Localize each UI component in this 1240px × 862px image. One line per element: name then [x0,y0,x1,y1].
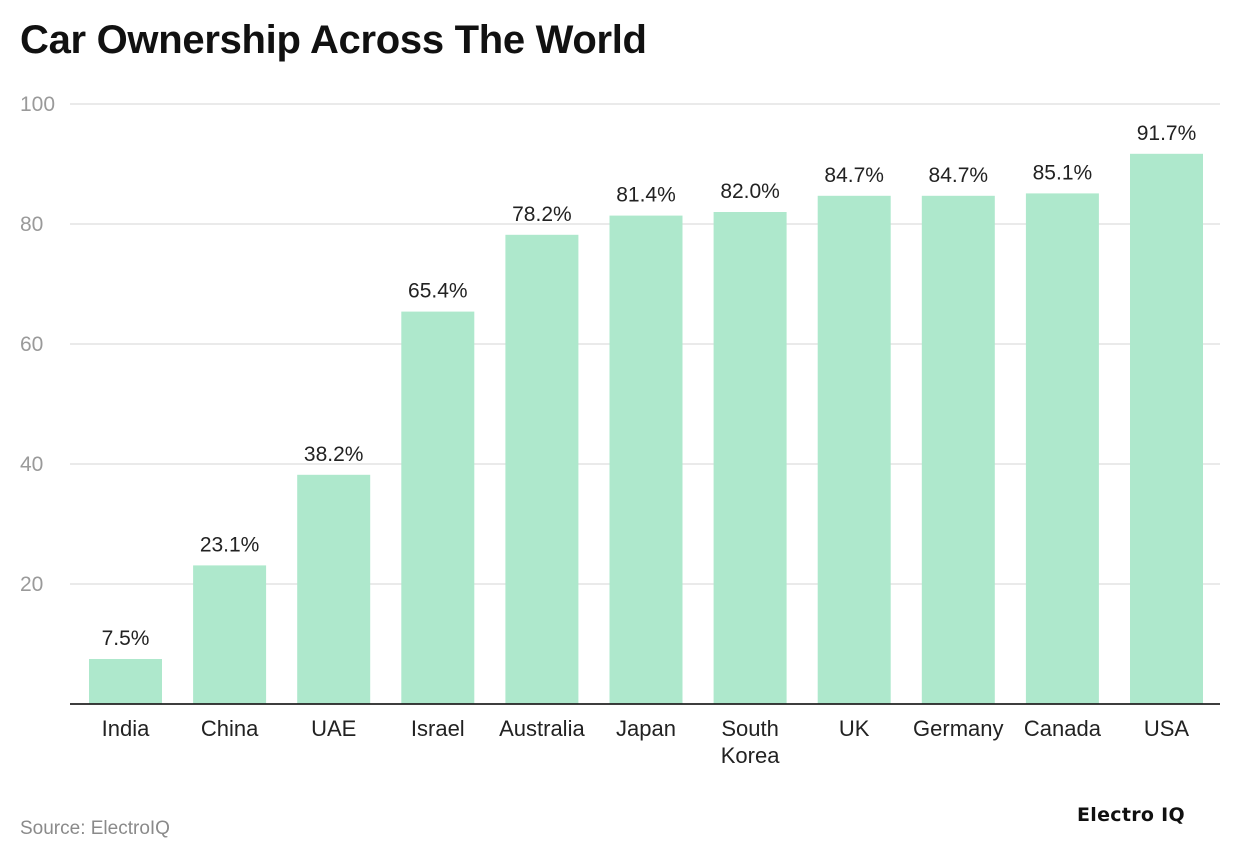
x-tick-label: Canada [1024,716,1102,741]
x-tick-label: UK [839,716,870,741]
x-tick-line: UK [839,716,870,741]
x-tick-line: UAE [311,716,356,741]
y-tick-label: 60 [20,333,43,356]
bar [505,234,579,705]
x-tick-label: India [102,716,150,741]
x-tick-line: China [201,716,259,741]
data-labels: 7.5% 23.1% 38.2% 65.4% 78.2% 81.4% 82.0% 84.7% 8… [102,122,1197,650]
x-tick-line: India [102,716,150,741]
y-tick-label: 40 [20,453,43,476]
data-label: 81.4% [616,184,676,207]
x-tick-label: Germany [913,716,1003,741]
x-tick-line: Israel [411,716,465,741]
data-label: 84.7% [824,164,884,187]
x-tick-line: Australia [499,716,585,741]
brand-logo: Electro IQ [1077,804,1185,826]
x-tick-label: Japan [616,716,676,741]
x-tick-label: China [201,716,259,741]
data-label: 84.7% [929,164,989,187]
bar [817,195,891,705]
y-tick-label: 80 [20,213,43,236]
bar [1025,193,1099,704]
x-tick-line: South [721,716,779,741]
x-tick-label: Israel [411,716,465,741]
y-tick-label: 100 [20,93,55,116]
data-label: 78.2% [512,203,572,226]
data-label: 65.4% [408,280,468,303]
source-note: Source: ElectroIQ [20,818,170,839]
data-label: 82.0% [720,180,780,203]
data-label: 7.5% [102,627,150,650]
bar [1130,153,1203,705]
x-tick-line: Canada [1024,716,1102,741]
bar [297,474,371,704]
bar [921,195,995,705]
x-tick-line: Japan [616,716,676,741]
x-axis: India China UAE Israel Australia Japan South Ko… [70,703,1220,768]
x-tick-line: USA [1144,716,1190,741]
bar [193,565,267,704]
x-tick-label: USA [1144,716,1190,741]
data-label: 23.1% [200,533,260,556]
x-tick-label: Australia [499,716,585,741]
x-tick-line: Germany [913,716,1003,741]
x-tick-label: UAE [311,716,356,741]
data-label: 38.2% [304,443,364,466]
y-axis: 20 40 60 80 100 [20,93,55,596]
x-tick-label: South Korea [721,716,780,768]
bars [89,153,1203,705]
bar [609,215,683,704]
y-tick-label: 20 [20,573,43,596]
x-tick-line: Korea [721,743,780,768]
bar [713,212,787,704]
data-label: 91.7% [1137,122,1197,145]
bar [401,311,475,704]
bar [89,659,162,704]
data-label: 85.1% [1033,161,1093,184]
bar-chart: 20 40 60 80 100 7.5% 23.1% 38.2% 65.4% 78.2% 81.4… [20,93,1220,768]
chart-title: Car Ownership Across The World [20,18,647,62]
